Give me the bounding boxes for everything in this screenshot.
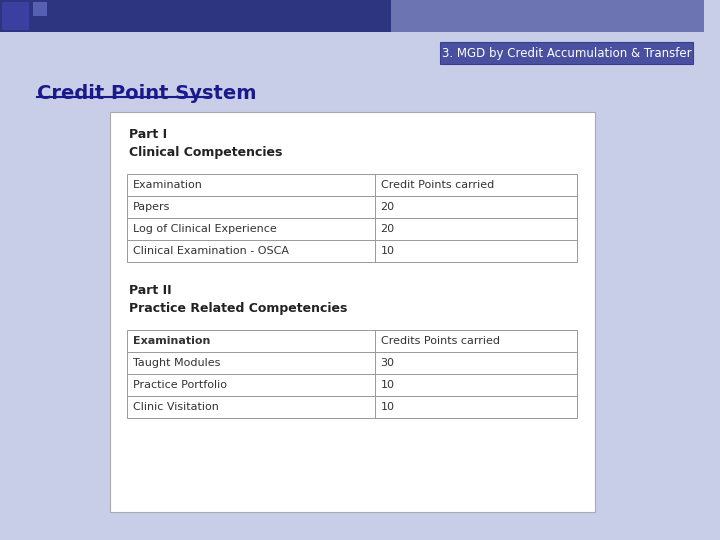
FancyBboxPatch shape	[392, 0, 704, 32]
Text: Part II: Part II	[129, 284, 172, 297]
FancyBboxPatch shape	[441, 42, 693, 64]
FancyBboxPatch shape	[127, 174, 577, 262]
Text: 10: 10	[381, 380, 395, 390]
Text: Examination: Examination	[133, 336, 210, 346]
Text: 20: 20	[381, 224, 395, 234]
Text: 10: 10	[381, 246, 395, 256]
Text: 10: 10	[381, 402, 395, 412]
Text: 30: 30	[381, 358, 395, 368]
Text: Credits Points carried: Credits Points carried	[381, 336, 500, 346]
Text: 20: 20	[381, 202, 395, 212]
Text: Log of Clinical Experience: Log of Clinical Experience	[133, 224, 276, 234]
Text: Credit Point System: Credit Point System	[37, 84, 256, 103]
Text: Clinical Examination - OSCA: Clinical Examination - OSCA	[133, 246, 289, 256]
FancyBboxPatch shape	[33, 2, 47, 16]
FancyBboxPatch shape	[0, 0, 704, 32]
Text: Taught Modules: Taught Modules	[133, 358, 220, 368]
FancyBboxPatch shape	[2, 2, 30, 30]
Text: Practice Related Competencies: Practice Related Competencies	[129, 302, 348, 315]
Text: Examination: Examination	[133, 180, 203, 190]
FancyBboxPatch shape	[127, 330, 577, 418]
Text: Part I: Part I	[129, 128, 167, 141]
Text: Credit Points carried: Credit Points carried	[381, 180, 494, 190]
Text: Papers: Papers	[133, 202, 171, 212]
Text: Clinical Competencies: Clinical Competencies	[129, 146, 282, 159]
Text: 3. MGD by Credit Accumulation & Transfer: 3. MGD by Credit Accumulation & Transfer	[441, 46, 691, 59]
FancyBboxPatch shape	[109, 112, 595, 512]
Text: Clinic Visitation: Clinic Visitation	[133, 402, 219, 412]
Text: Practice Portfolio: Practice Portfolio	[133, 380, 227, 390]
